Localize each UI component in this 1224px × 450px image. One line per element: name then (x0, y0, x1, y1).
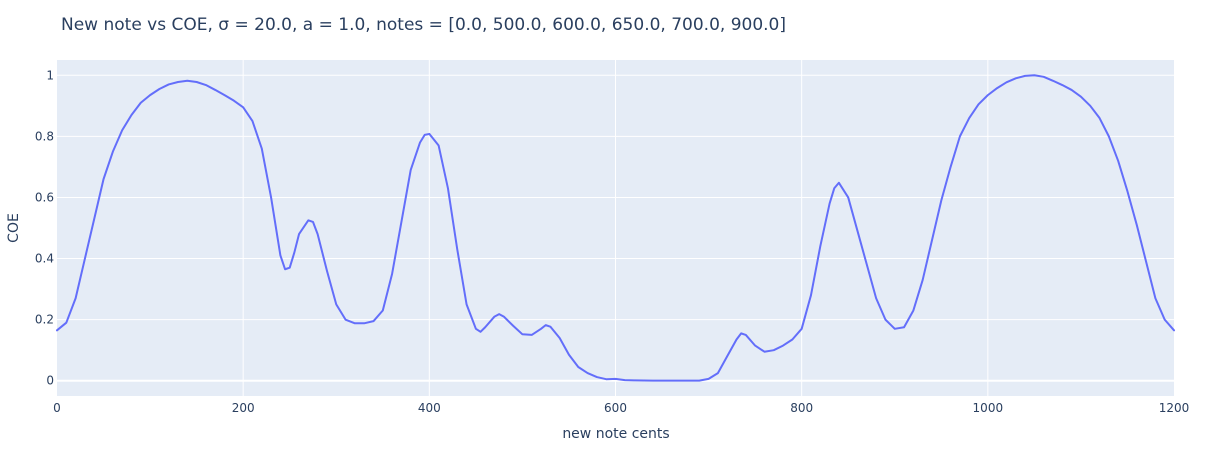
y-axis-title: COE (6, 213, 22, 243)
y-tick-label: 0.4 (35, 252, 54, 266)
x-tick-label: 400 (418, 401, 441, 415)
y-tick-label: 0.6 (35, 190, 54, 204)
x-tick-label: 800 (790, 401, 813, 415)
x-tick-label: 1000 (973, 401, 1004, 415)
y-tick-label: 1 (46, 68, 54, 82)
y-tick-label: 0 (46, 374, 54, 388)
chart-title: New note vs COE, σ = 20.0, a = 1.0, note… (61, 15, 786, 35)
x-tick-label: 200 (232, 401, 255, 415)
series-layer (56, 74, 1175, 382)
y-tick-label: 0.8 (35, 129, 54, 143)
grid (57, 60, 1174, 396)
y-tick-label: 0.2 (35, 313, 54, 327)
x-tick-label: 0 (53, 401, 61, 415)
x-tick-label: 1200 (1159, 401, 1190, 415)
x-axis-ticks: 0 200 400 600 800 1000 1200 (53, 401, 1189, 415)
y-axis-ticks: 0 0.2 0.4 0.6 0.8 1 (35, 68, 54, 387)
series-line (56, 74, 1175, 382)
x-axis-title: new note cents (562, 426, 669, 442)
x-tick-label: 600 (604, 401, 627, 415)
